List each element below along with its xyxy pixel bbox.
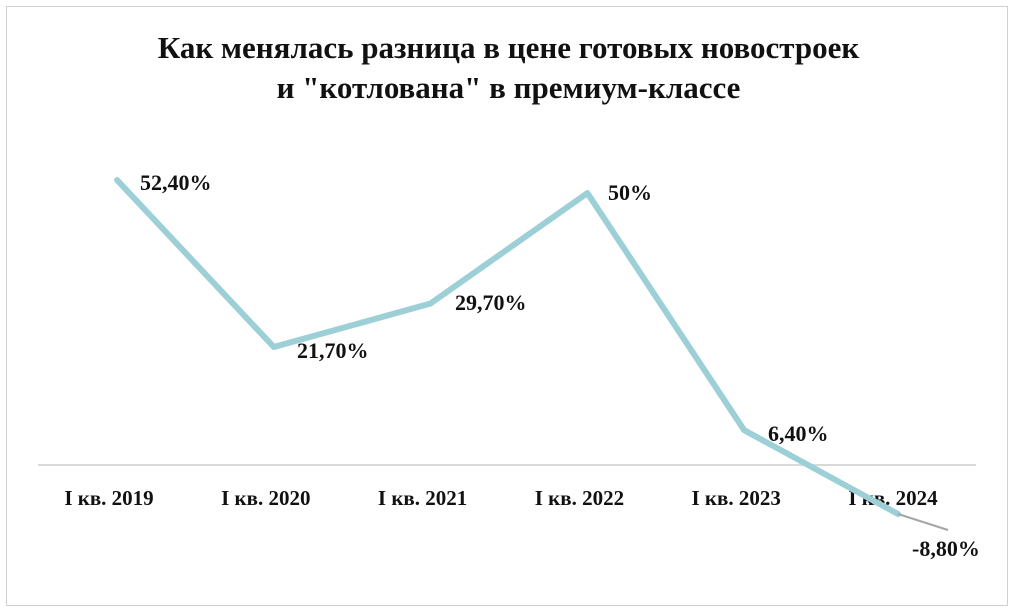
chart-title-line-2: и "котлована" в премиум-классе bbox=[276, 70, 741, 105]
chart-frame bbox=[6, 6, 1008, 606]
data-label: 52,40% bbox=[140, 170, 212, 195]
data-point bbox=[428, 300, 434, 306]
x-tick-label: I кв. 2022 bbox=[535, 486, 624, 510]
data-label: 29,70% bbox=[455, 290, 527, 315]
x-tick-label: I кв. 2023 bbox=[692, 486, 781, 510]
x-tick-label: I кв. 2021 bbox=[378, 486, 467, 510]
series-line-tail bbox=[897, 513, 949, 531]
data-point bbox=[271, 344, 277, 350]
data-point bbox=[584, 190, 590, 196]
data-label: -8,80% bbox=[912, 536, 980, 561]
data-label: 21,70% bbox=[297, 338, 369, 363]
data-point bbox=[741, 427, 747, 433]
x-tick-label: I кв. 2019 bbox=[64, 486, 153, 510]
series-line bbox=[114, 177, 901, 517]
data-label: 50% bbox=[608, 180, 652, 205]
chart-title-line-1: Как менялась разница в цене готовых ново… bbox=[157, 30, 860, 65]
data-point bbox=[114, 177, 120, 183]
x-tick-label: I кв. 2024 bbox=[848, 486, 938, 510]
data-label: 6,40% bbox=[768, 421, 829, 446]
data-point bbox=[945, 527, 951, 533]
x-tick-label: I кв. 2020 bbox=[221, 486, 310, 510]
